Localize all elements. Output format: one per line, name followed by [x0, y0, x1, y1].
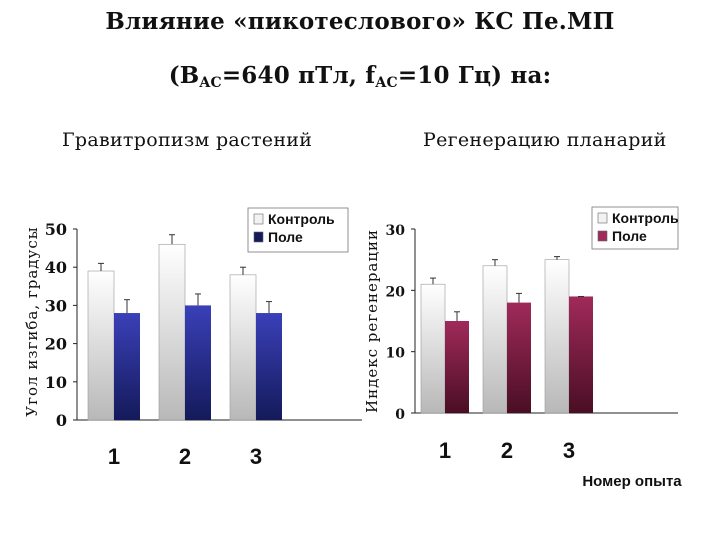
- legend-swatch-control: [597, 212, 608, 224]
- x-category-label: 3: [250, 444, 262, 469]
- bar-control: [544, 259, 570, 414]
- bar-field: [445, 321, 469, 413]
- y-axis-label: Индекс регенерации: [363, 229, 381, 413]
- page-title: Влияние «пикотеслового» КС Пе.МП: [105, 8, 615, 35]
- y-tick-label: 40: [45, 258, 67, 277]
- y-tick-label: 20: [45, 335, 67, 354]
- y-tick-label: 0: [56, 411, 67, 430]
- y-tick-label: 30: [45, 296, 67, 315]
- title-part-1: (B: [168, 62, 200, 89]
- legend-label: Контроль: [612, 210, 679, 226]
- bar-field: [507, 302, 531, 413]
- x-category-label: 1: [108, 444, 120, 469]
- x-category-label: 2: [179, 444, 191, 469]
- legend-swatch-field: [253, 231, 264, 243]
- y-axis-label: Угол изгиба, градусы: [23, 226, 41, 416]
- y-tick-label: 10: [386, 346, 406, 362]
- title-subscript-1: AC: [199, 75, 222, 91]
- legend-box: [247, 207, 349, 253]
- legend-label: Контроль: [268, 211, 335, 227]
- title-subscript-2: AC: [375, 75, 398, 91]
- legend-label: Поле: [612, 228, 647, 244]
- bar-control: [158, 243, 186, 421]
- y-tick-label: 30: [386, 223, 406, 239]
- title-part-3: =10 Гц) на:: [397, 62, 552, 89]
- x-axis-label: Номер опыта: [582, 473, 682, 490]
- x-category-label: 3: [563, 438, 575, 463]
- bar-field: [569, 296, 593, 413]
- left-panel-title: Гравитропизм растений: [62, 129, 313, 151]
- bar-field: [114, 313, 140, 420]
- y-tick-label: 0: [395, 407, 405, 423]
- bar-control: [87, 270, 115, 421]
- y-tick-label: 20: [386, 284, 406, 300]
- title-part-2: =640 пТл, f: [221, 62, 376, 89]
- bar-field: [256, 313, 282, 420]
- page-subtitle: (BAC=640 пТл, fAC=10 Гц) на:: [0, 62, 720, 91]
- legend-swatch-field: [597, 230, 608, 242]
- bar-control: [420, 283, 446, 414]
- right-panel-title: Регенерацию планарий: [423, 129, 667, 151]
- y-tick-label: 50: [45, 220, 67, 239]
- bar-control: [229, 274, 257, 421]
- legend-label: Поле: [268, 229, 303, 245]
- bar-control: [482, 265, 508, 414]
- x-category-label: 2: [501, 438, 513, 463]
- chart-regeneration: 0 10 20 30 Индекс регенерации 1 2 3 Контроль Поле…: [363, 206, 682, 490]
- x-category-label: 1: [439, 438, 451, 463]
- y-tick-label: 10: [45, 373, 67, 392]
- bar-field: [185, 305, 211, 420]
- legend-swatch-control: [253, 213, 264, 225]
